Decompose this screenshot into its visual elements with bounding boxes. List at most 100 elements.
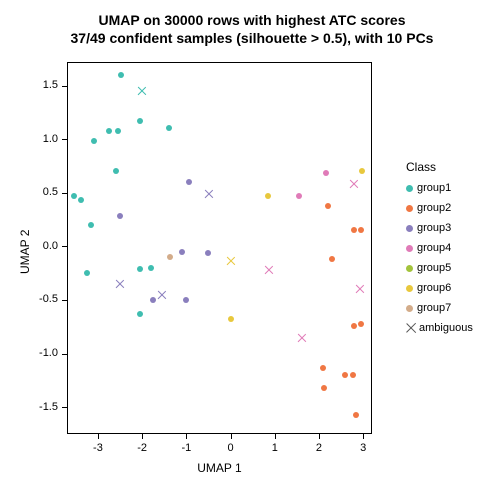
scatter-point (350, 180, 358, 188)
y-tick (62, 407, 67, 408)
x-tick-label: -2 (137, 442, 147, 454)
x-tick (363, 434, 364, 439)
legend-label: group2 (417, 202, 451, 214)
scatter-point (351, 323, 357, 329)
scatter-point (205, 190, 213, 198)
scatter-point (137, 118, 143, 124)
x-tick (98, 434, 99, 439)
scatter-point (166, 125, 172, 131)
scatter-point (342, 372, 348, 378)
scatter-point (138, 87, 146, 95)
y-tick-label: -1.0 (24, 347, 58, 359)
x-tick-label: 2 (316, 442, 322, 454)
plot-border (67, 62, 372, 434)
chart-title-line1: UMAP on 30000 rows with highest ATC scor… (0, 12, 504, 28)
scatter-point (320, 365, 326, 371)
dot-icon (406, 225, 413, 232)
scatter-point (117, 213, 123, 219)
cross-icon (406, 324, 415, 333)
scatter-point (296, 193, 302, 199)
dot-icon (406, 185, 413, 192)
legend-title: Class (406, 160, 436, 174)
legend-item: group2 (406, 202, 451, 214)
scatter-point (265, 266, 273, 274)
dot-icon (406, 285, 413, 292)
scatter-point (228, 316, 234, 322)
scatter-point (150, 297, 156, 303)
x-tick-label: -3 (93, 442, 103, 454)
legend-item: group5 (406, 262, 451, 274)
scatter-point (205, 250, 211, 256)
scatter-point (148, 265, 154, 271)
x-tick (186, 434, 187, 439)
x-tick (319, 434, 320, 439)
scatter-point (359, 168, 365, 174)
scatter-point (183, 297, 189, 303)
legend-label: group7 (417, 302, 451, 314)
legend-label: group3 (417, 222, 451, 234)
y-tick-label: -1.5 (24, 401, 58, 413)
legend-label: group1 (417, 182, 451, 194)
scatter-point (84, 270, 90, 276)
scatter-point (115, 128, 121, 134)
dot-icon (406, 305, 413, 312)
x-tick (275, 434, 276, 439)
y-tick-label: 1.5 (24, 79, 58, 91)
scatter-point (351, 227, 357, 233)
y-tick (62, 300, 67, 301)
y-tick (62, 246, 67, 247)
x-tick-label: 1 (272, 442, 278, 454)
legend-label: ambiguous (419, 322, 473, 334)
legend-label: group4 (417, 242, 451, 254)
legend-item: group4 (406, 242, 451, 254)
scatter-point (179, 249, 185, 255)
scatter-point (106, 128, 112, 134)
legend-item: group6 (406, 282, 451, 294)
scatter-point (325, 203, 331, 209)
scatter-point (186, 179, 192, 185)
scatter-point (298, 334, 306, 342)
y-tick (62, 86, 67, 87)
y-tick (62, 354, 67, 355)
legend-item: group7 (406, 302, 451, 314)
legend-item: group1 (406, 182, 451, 194)
y-tick-label: 0.5 (24, 186, 58, 198)
x-tick-label: 0 (227, 442, 233, 454)
y-tick-label: -0.5 (24, 293, 58, 305)
dot-icon (406, 245, 413, 252)
scatter-point (116, 280, 124, 288)
scatter-point (358, 227, 364, 233)
scatter-point (167, 254, 173, 260)
scatter-point (265, 193, 271, 199)
scatter-point (227, 257, 235, 265)
scatter-point (158, 291, 166, 299)
scatter-point (137, 311, 143, 317)
scatter-point (356, 285, 364, 293)
scatter-point (71, 193, 77, 199)
legend-label: group5 (417, 262, 451, 274)
scatter-point (321, 385, 327, 391)
x-tick (142, 434, 143, 439)
scatter-point (358, 321, 364, 327)
y-tick (62, 139, 67, 140)
scatter-point (91, 138, 97, 144)
y-tick-label: 0.0 (24, 240, 58, 252)
scatter-point (137, 266, 143, 272)
scatter-point (350, 372, 356, 378)
scatter-point (353, 412, 359, 418)
chart-title-line2: 37/49 confident samples (silhouette > 0.… (0, 30, 504, 46)
scatter-point (118, 72, 124, 78)
y-tick (62, 193, 67, 194)
legend-item: ambiguous (406, 322, 473, 334)
legend-item: group3 (406, 222, 451, 234)
x-tick-label: -1 (181, 442, 191, 454)
scatter-point (323, 170, 329, 176)
x-tick (231, 434, 232, 439)
y-tick-label: 1.0 (24, 133, 58, 145)
scatter-point (88, 222, 94, 228)
scatter-point (329, 256, 335, 262)
legend-label: group6 (417, 282, 451, 294)
dot-icon (406, 205, 413, 212)
x-tick-label: 3 (360, 442, 366, 454)
x-axis-label: UMAP 1 (67, 461, 372, 475)
